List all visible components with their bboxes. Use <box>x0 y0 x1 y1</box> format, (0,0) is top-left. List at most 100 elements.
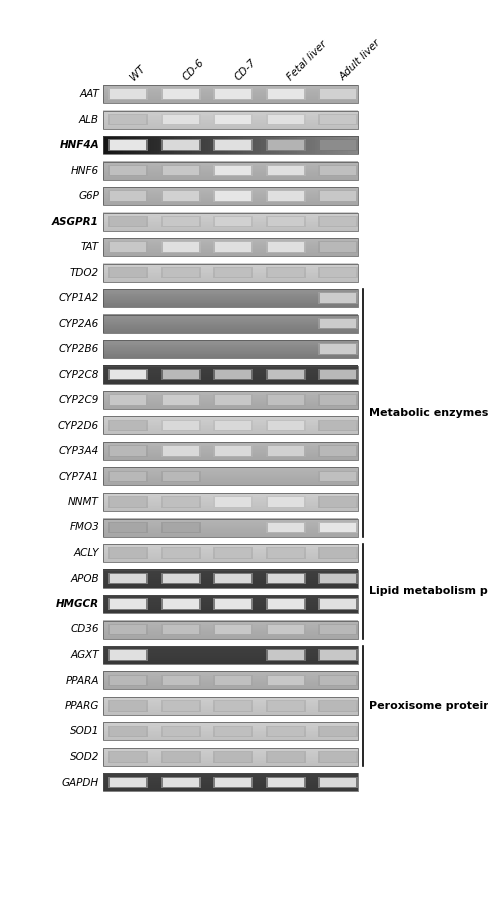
Bar <box>284 136 286 154</box>
Bar <box>103 611 357 612</box>
Bar <box>108 114 148 126</box>
Bar <box>103 240 357 241</box>
Bar <box>103 649 357 650</box>
Bar <box>215 115 250 125</box>
Bar <box>103 199 357 201</box>
Bar <box>103 711 357 712</box>
Bar <box>108 136 111 154</box>
Bar <box>103 467 357 485</box>
Bar <box>103 450 357 451</box>
Bar <box>103 598 357 599</box>
Bar <box>103 98 357 99</box>
Bar <box>194 136 198 154</box>
Bar <box>103 117 357 118</box>
Bar <box>103 703 357 704</box>
Bar <box>103 572 357 573</box>
Bar <box>103 200 357 202</box>
Bar <box>103 785 357 786</box>
Bar <box>265 88 305 100</box>
Bar <box>319 446 355 456</box>
Bar <box>160 521 200 534</box>
Bar <box>110 778 146 788</box>
Bar <box>103 374 357 376</box>
Text: CD-7: CD-7 <box>232 57 258 82</box>
Bar <box>151 136 154 154</box>
Bar <box>103 395 357 396</box>
Bar <box>126 136 129 154</box>
Bar <box>103 706 357 707</box>
Bar <box>103 371 357 372</box>
Bar <box>103 757 357 758</box>
Bar <box>317 292 357 304</box>
Bar <box>215 370 250 379</box>
Bar <box>265 623 305 635</box>
Bar <box>160 547 200 559</box>
Text: APOB: APOB <box>70 573 99 584</box>
Bar <box>103 675 357 677</box>
Bar <box>103 214 357 215</box>
Bar <box>187 136 190 154</box>
Bar <box>110 191 146 201</box>
Bar <box>103 365 357 384</box>
Bar <box>108 139 148 151</box>
Bar <box>103 509 357 511</box>
Bar <box>267 497 303 507</box>
Bar <box>103 425 357 426</box>
Bar <box>267 778 303 788</box>
Bar <box>179 136 182 154</box>
Bar <box>160 139 200 151</box>
Bar <box>103 505 357 507</box>
Bar <box>103 369 357 370</box>
Bar <box>108 547 148 559</box>
Bar <box>136 136 139 154</box>
Bar <box>319 421 355 431</box>
Bar <box>319 752 355 762</box>
Bar <box>110 497 146 507</box>
Bar <box>317 700 357 712</box>
Bar <box>164 136 167 154</box>
Text: SOD2: SOD2 <box>69 752 99 762</box>
Bar <box>202 136 205 154</box>
Bar <box>103 710 357 711</box>
Bar <box>103 424 357 425</box>
Bar <box>319 599 355 609</box>
Bar <box>103 470 357 471</box>
Bar <box>103 530 357 531</box>
Bar <box>103 298 357 299</box>
Bar <box>103 752 357 753</box>
Bar <box>103 268 357 269</box>
Bar <box>103 136 357 154</box>
Bar <box>103 164 357 165</box>
Bar <box>103 702 357 703</box>
Bar <box>103 172 357 173</box>
Bar <box>103 171 357 172</box>
Bar <box>103 603 357 604</box>
Bar <box>103 551 357 552</box>
Bar <box>103 197 357 199</box>
Bar <box>286 136 289 154</box>
Bar <box>108 266 148 278</box>
Bar <box>103 113 357 114</box>
Bar <box>103 601 357 602</box>
Bar <box>103 351 357 352</box>
Bar <box>103 659 357 660</box>
Bar <box>103 427 357 428</box>
Bar <box>103 324 357 326</box>
Bar <box>160 572 200 585</box>
Bar <box>103 478 357 479</box>
Bar <box>103 556 357 558</box>
Bar <box>103 375 357 377</box>
Bar <box>213 496 252 508</box>
Bar <box>103 227 357 228</box>
Bar <box>103 271 357 272</box>
Bar <box>103 318 357 319</box>
Bar <box>103 647 357 648</box>
Bar <box>267 216 303 226</box>
Bar <box>103 624 357 625</box>
Bar <box>103 764 357 765</box>
Bar <box>103 218 357 219</box>
Text: ACLY: ACLY <box>73 548 99 558</box>
Bar <box>103 646 357 664</box>
Bar <box>103 484 357 485</box>
Bar <box>103 166 357 167</box>
